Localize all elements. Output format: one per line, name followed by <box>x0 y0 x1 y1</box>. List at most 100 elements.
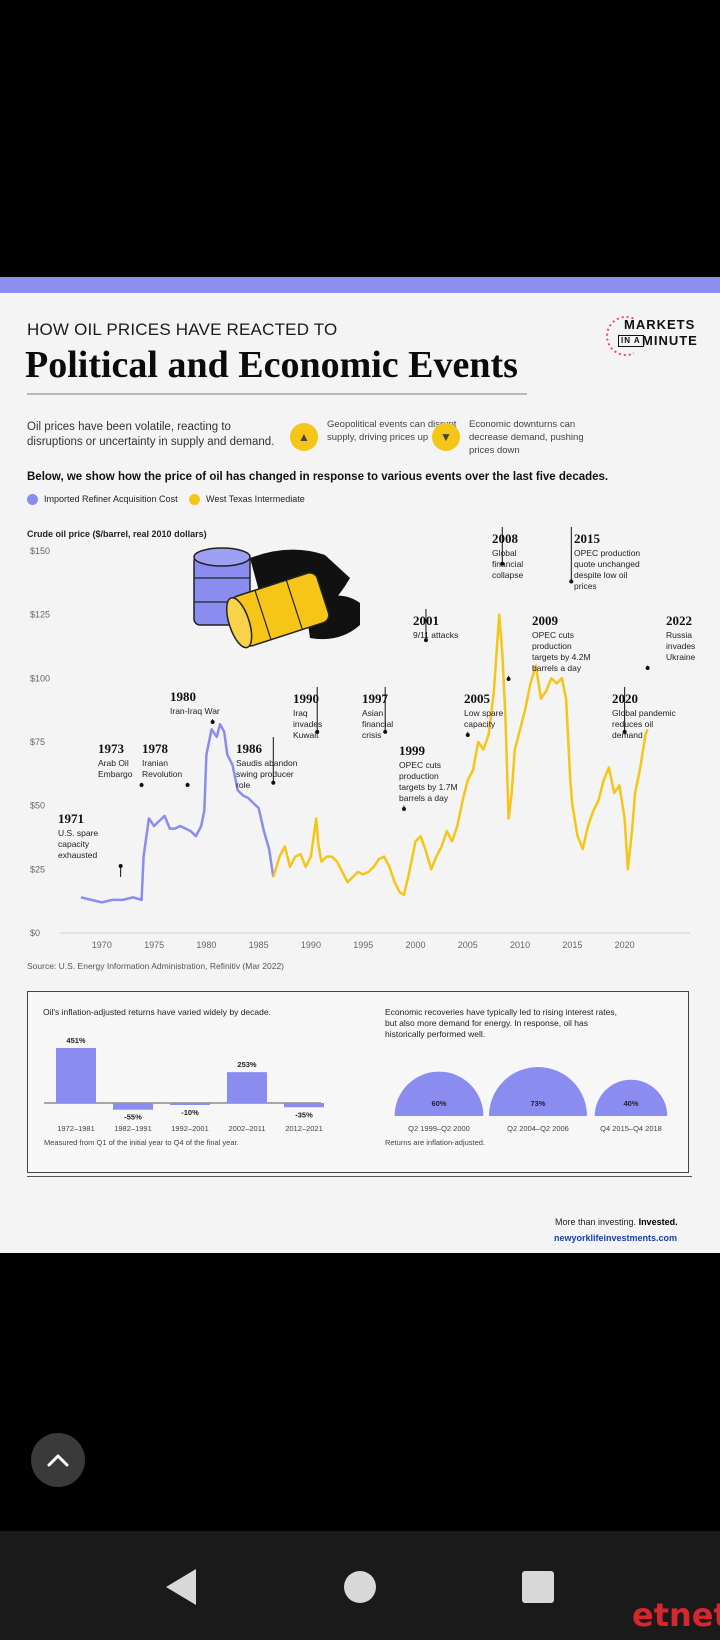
decade-category-label: 1982–1991 <box>114 1124 152 1133</box>
intro-text: Oil prices have been volatile, reacting … <box>27 421 275 448</box>
y-tick-label: $50 <box>30 801 45 811</box>
recents-icon[interactable] <box>522 1571 554 1603</box>
x-tick-label: 2020 <box>615 940 635 950</box>
decade-bar <box>284 1103 324 1108</box>
economic-downturn-icon: ▼ <box>432 423 460 451</box>
x-tick-label: 2000 <box>405 940 425 950</box>
annotation-year: 1990 <box>293 691 319 706</box>
y-tick-label: $0 <box>30 928 40 938</box>
y-tick-label: $75 <box>30 737 45 747</box>
page-title: Political and Economic Events <box>25 344 518 386</box>
x-tick-label: 1980 <box>196 940 216 950</box>
annotation-1971: 1971 U.S. spare capacity exhausted <box>58 811 123 877</box>
annotation-year: 1971 <box>58 811 84 826</box>
decade-bar-value: 253% <box>237 1060 257 1069</box>
annotation-text: OPEC cuts production targets by 1.7M barrel… <box>399 760 458 803</box>
recovery-dome <box>594 1079 668 1116</box>
annotation-2005: 2005 Low spare capacity <box>464 691 503 737</box>
x-tick-label: 1970 <box>92 940 112 950</box>
annotation-2008: 2008 Global financial collapse <box>492 527 523 580</box>
returns-mini-charts: 451% 1972–1981 -55% 1982–1991 -10% 1992–2001 2… <box>44 1036 668 1133</box>
navigation-bar <box>0 1531 720 1640</box>
chart-source: Source: U.S. Energy Information Administ… <box>27 961 284 971</box>
y-tick-label: $25 <box>30 864 45 874</box>
x-tick-label: 1985 <box>249 940 269 950</box>
annotation-1980: 1980 Iran-Iraq War <box>170 689 220 724</box>
decade-category-label: 2012–2021 <box>285 1124 323 1133</box>
annotation-1999: 1999 OPEC cuts production targets by 1.7M ba… <box>399 743 458 811</box>
returns-panel: Oil's inflation-adjusted returns have va… <box>27 991 689 1173</box>
x-tick-label: 2005 <box>458 940 478 950</box>
annotation-year: 1978 <box>142 741 169 756</box>
decade-bar <box>113 1103 153 1110</box>
annotation-text: Global pandemic reduces oil demand <box>612 708 677 740</box>
oil-price-chart: $0 $25 $50 $75 $100 $125 $150 1970 1975 1980 1985 1… <box>30 527 696 950</box>
annotation-year: 1997 <box>362 691 389 706</box>
annotation-text: Arab Oil Embargo <box>98 758 133 779</box>
annotation-year: 1986 <box>236 741 263 756</box>
decade-category-label: 1992–2001 <box>171 1124 209 1133</box>
decade-bar <box>56 1048 96 1103</box>
series-line-1 <box>80 722 275 904</box>
annotation-2015: 2015 OPEC production quote unchanged despit… <box>569 527 640 591</box>
annotation-dot <box>210 720 215 724</box>
annotation-dot <box>139 783 144 787</box>
y-tick-label: $125 <box>30 610 50 620</box>
series-line-2 <box>272 613 649 897</box>
recovery-returns-footnote: Returns are inflation-adjusted. <box>385 1138 486 1147</box>
recovery-category-label: Q2 1999–Q2 2000 <box>408 1124 470 1133</box>
scroll-to-top-button[interactable] <box>31 1433 85 1487</box>
chart-subheading: Below, we show how the price of oil has … <box>27 471 609 483</box>
annotation-dot <box>383 729 388 734</box>
annotation-1986: 1986 Saudis abandon swing producer role <box>236 737 298 790</box>
y-tick-label: $100 <box>30 673 50 683</box>
annotation-year: 2022 <box>666 613 692 628</box>
annotation-year: 2005 <box>464 691 491 706</box>
decade-bar <box>170 1103 210 1105</box>
recovery-value: 40% <box>623 1099 638 1108</box>
annotation-dot <box>315 729 320 734</box>
decade-category-label: 1972–1981 <box>57 1124 95 1133</box>
annotation-dot <box>506 677 511 681</box>
accent-stripe <box>0 277 720 293</box>
footer-divider <box>27 1176 692 1177</box>
x-tick-label: 1990 <box>301 940 321 950</box>
annotation-1973: 1973 Arab Oil Embargo <box>98 741 144 787</box>
logo-line-2b: MINUTE <box>642 333 698 348</box>
footer-tagline-a: More than investing. <box>555 1217 637 1227</box>
kicker-text: HOW OIL PRICES HAVE REACTED TO <box>27 320 338 339</box>
annotation-text: OPEC production quote unchanged despite lo… <box>574 548 640 591</box>
footer-tagline-b: Invested. <box>638 1217 678 1227</box>
annotation-dot <box>500 561 505 566</box>
geopolitical-icon: ▲ <box>290 423 318 451</box>
decade-bar-value: 451% <box>66 1036 86 1045</box>
series-2-label: West Texas Intermediate <box>206 494 305 504</box>
annotation-text: Russia invades Ukraine <box>666 630 696 662</box>
infographic-card: HOW OIL PRICES HAVE REACTED TO Political… <box>0 293 720 1253</box>
annotation-2009: 2009 OPEC cuts production targets by 4.2M ba… <box>506 613 591 681</box>
decade-category-label: 2002–2011 <box>229 1124 266 1133</box>
annotation-dot <box>569 579 574 584</box>
recovery-value: 73% <box>530 1099 545 1108</box>
annotation-text: Low spare capacity <box>464 708 503 729</box>
x-tick-label: 1975 <box>144 940 164 950</box>
y-tick-label: $150 <box>30 546 50 556</box>
recovery-value: 60% <box>431 1099 446 1108</box>
logo-line-2a: IN A <box>618 335 644 347</box>
decade-bar-value: -10% <box>181 1108 199 1117</box>
back-icon[interactable] <box>166 1569 196 1605</box>
markets-in-a-minute-logo: MARKETS IN A MINUTE <box>604 313 714 359</box>
footer-url[interactable]: newyorklifeinvestments.com <box>554 1233 678 1243</box>
annotation-dot <box>118 864 123 868</box>
nav-icons <box>166 1569 554 1605</box>
geopolitical-note: Geopolitical events can disrupt supply, … <box>327 419 457 443</box>
annotation-dot <box>271 780 276 785</box>
annotation-year: 1999 <box>399 743 426 758</box>
annotation-text: Iran-Iraq War <box>170 706 220 716</box>
chevron-up-icon <box>47 1454 69 1467</box>
x-tick-label: 1995 <box>353 940 373 950</box>
home-icon[interactable] <box>344 1571 376 1603</box>
annotation-dot <box>645 666 650 670</box>
annotation-text: Iranian Revolution <box>142 758 182 779</box>
